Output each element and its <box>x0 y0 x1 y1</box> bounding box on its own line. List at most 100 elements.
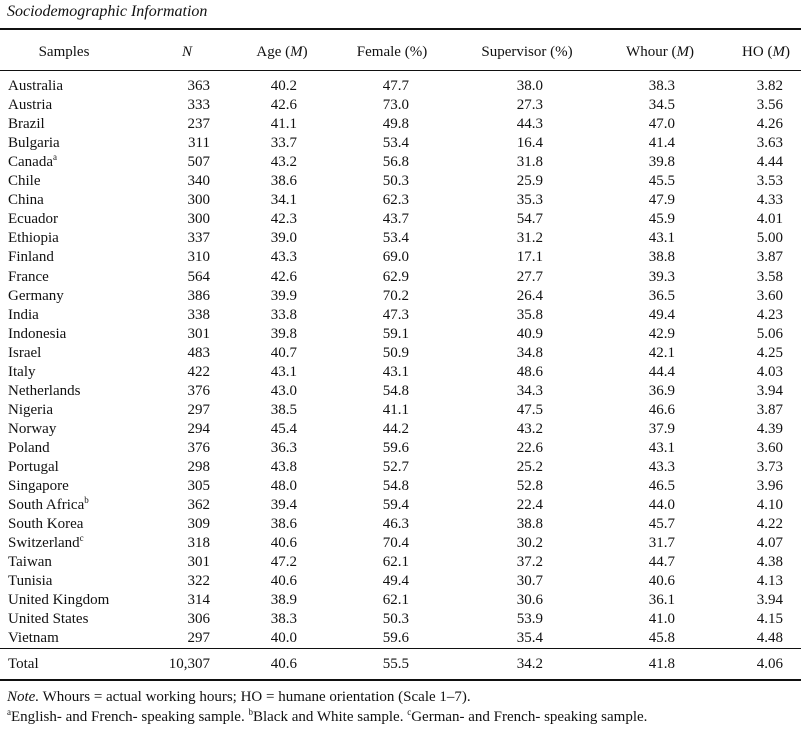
cell: 40.2 <box>270 78 297 94</box>
cell: 36.9 <box>648 382 675 399</box>
text-segment: HO ( <box>742 44 773 60</box>
cell: 25.9 <box>516 173 543 190</box>
text-segment: Age ( <box>256 44 291 60</box>
footnote-marker: a <box>7 707 11 717</box>
cell: 40.0 <box>270 630 297 647</box>
cell: 3.53 <box>756 173 783 190</box>
note: aEnglish- and French- speaking sample. b… <box>7 708 647 726</box>
cell: 306 <box>187 611 211 628</box>
text-segment: Female (%) <box>356 44 428 60</box>
cell: 4.15 <box>756 611 783 628</box>
cell: 17.1 <box>516 249 543 266</box>
cell: 5.06 <box>756 325 783 342</box>
row-label: Italy <box>8 363 36 380</box>
cell: 42.9 <box>648 325 675 342</box>
cell: 3.63 <box>756 135 783 152</box>
text-segment: ) <box>688 44 694 60</box>
cell: 62.1 <box>382 554 409 571</box>
cell: 422 <box>187 363 211 380</box>
cell: 38.5 <box>270 401 297 418</box>
row-label: Finland <box>8 249 54 266</box>
cell: 56.8 <box>382 154 409 171</box>
row-label: Vietnam <box>8 630 59 647</box>
column-header: HO (M) <box>742 43 790 61</box>
cell: 53.4 <box>382 135 409 152</box>
cell: 40.7 <box>270 344 297 361</box>
cell: 4.26 <box>756 116 783 133</box>
cell: 362 <box>187 497 211 514</box>
cell: 59.1 <box>382 325 409 342</box>
cell: 3.60 <box>756 287 783 304</box>
cell: 46.5 <box>648 478 675 495</box>
cell: 59.6 <box>382 630 409 647</box>
cell: 22.6 <box>516 439 543 456</box>
cell: 50.3 <box>382 173 409 190</box>
cell: 49.4 <box>648 306 675 323</box>
cell: 73.0 <box>382 97 409 114</box>
cell: 311 <box>188 135 210 152</box>
cell: 44.3 <box>516 116 543 133</box>
cell: 3.94 <box>756 382 783 399</box>
cell: 318 <box>187 535 211 552</box>
footnote-marker: b <box>248 707 253 717</box>
cell: 4.03 <box>756 363 783 380</box>
text-segment: German- and French- speaking sample. <box>411 709 648 725</box>
cell: 300 <box>187 192 211 209</box>
cell: 70.2 <box>382 287 409 304</box>
cell: 62.3 <box>382 192 409 209</box>
cell: 297 <box>187 630 211 647</box>
column-header: Whour (M) <box>626 43 694 61</box>
cell: 37.9 <box>648 420 675 437</box>
footnote-marker: b <box>84 495 89 506</box>
row-label: United Kingdom <box>8 592 110 609</box>
cell: 69.0 <box>382 249 409 266</box>
top-rule <box>0 28 801 30</box>
row-label-text: South Africa <box>8 497 85 514</box>
text-segment: M <box>676 44 689 60</box>
cell: 38.0 <box>516 78 543 94</box>
row-label: Germany <box>8 287 64 304</box>
row-label-text: Switzerland <box>8 535 80 552</box>
cell: 53.9 <box>516 611 543 628</box>
cell: 38.3 <box>270 611 297 628</box>
cell: 31.7 <box>648 535 675 552</box>
cell: 42.1 <box>648 344 675 361</box>
cell: 45.4 <box>270 420 297 437</box>
cell: 54.7 <box>516 211 543 228</box>
cell: 43.7 <box>382 211 409 228</box>
cell: 386 <box>187 287 211 304</box>
text-segment: Whours = actual working hours; HO = huma… <box>39 689 471 705</box>
cell: 50.3 <box>382 611 409 628</box>
text-segment: ) <box>302 44 308 60</box>
text-segment: English- and French- speaking sample. <box>11 709 249 725</box>
cell: 300 <box>187 211 211 228</box>
cell: 4.38 <box>756 554 783 571</box>
column-header: Age (M) <box>256 43 307 61</box>
row-label: Austria <box>8 97 53 114</box>
cell: 27.7 <box>516 268 543 285</box>
cell: 38.3 <box>648 78 675 94</box>
cell: 44.2 <box>382 420 409 437</box>
cell: 42.6 <box>270 268 297 285</box>
row-label: Australia <box>8 78 63 94</box>
cell: 40.6 <box>270 535 297 552</box>
cell: 41.4 <box>648 135 675 152</box>
cell: 297 <box>187 401 211 418</box>
bottom-rule <box>0 679 801 681</box>
cell: 38.8 <box>648 249 675 266</box>
cell: 376 <box>187 439 211 456</box>
cell: 38.6 <box>270 516 297 533</box>
cell: 53.4 <box>382 230 409 247</box>
cell: 38.9 <box>270 592 297 609</box>
cell: 33.8 <box>270 306 297 323</box>
cell: 39.8 <box>648 154 675 171</box>
cell: 34.5 <box>648 97 675 114</box>
cell: 36.1 <box>648 592 675 609</box>
cell: 237 <box>187 116 211 133</box>
cell: 10,307 <box>168 656 210 672</box>
cell: 4.25 <box>756 344 783 361</box>
cell: 43.0 <box>270 382 297 399</box>
column-header: N <box>182 43 192 61</box>
text-segment: Supervisor (%) <box>481 44 573 60</box>
cell: 39.0 <box>270 230 297 247</box>
